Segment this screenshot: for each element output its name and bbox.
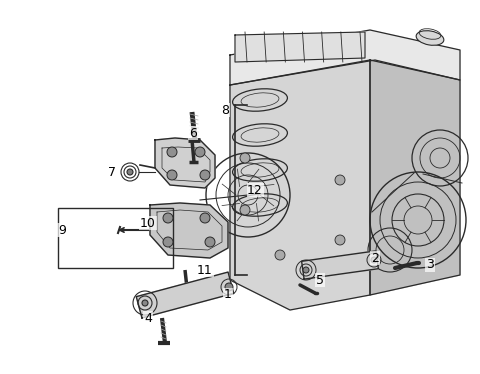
Circle shape (225, 283, 233, 291)
Circle shape (200, 170, 210, 180)
Text: 11: 11 (197, 264, 213, 276)
Circle shape (163, 213, 173, 223)
Bar (58, 208, 173, 268)
Circle shape (371, 257, 377, 263)
Polygon shape (136, 272, 234, 318)
Text: 1: 1 (224, 288, 232, 301)
Circle shape (127, 169, 133, 175)
Circle shape (205, 237, 215, 247)
Circle shape (167, 147, 177, 157)
Circle shape (275, 250, 285, 260)
Circle shape (335, 175, 345, 185)
Text: 12: 12 (247, 184, 263, 196)
Text: 5: 5 (316, 273, 324, 286)
Circle shape (167, 170, 177, 180)
Polygon shape (370, 60, 460, 295)
Text: 3: 3 (426, 258, 434, 272)
Text: 6: 6 (189, 126, 197, 140)
Text: 9: 9 (58, 224, 66, 236)
Circle shape (335, 235, 345, 245)
Circle shape (303, 267, 309, 273)
Circle shape (142, 300, 148, 306)
Polygon shape (150, 203, 228, 258)
Circle shape (240, 205, 250, 215)
Circle shape (163, 237, 173, 247)
Polygon shape (301, 251, 378, 279)
Text: 7: 7 (108, 166, 116, 178)
Circle shape (240, 153, 250, 163)
Circle shape (195, 147, 205, 157)
Polygon shape (235, 32, 365, 62)
Circle shape (200, 213, 210, 223)
Polygon shape (155, 138, 215, 188)
Text: 4: 4 (144, 312, 152, 325)
Text: 10: 10 (140, 217, 156, 230)
Text: 8: 8 (221, 104, 229, 116)
Ellipse shape (416, 31, 444, 45)
Polygon shape (230, 30, 460, 85)
Polygon shape (230, 60, 370, 310)
Text: 2: 2 (371, 251, 379, 264)
